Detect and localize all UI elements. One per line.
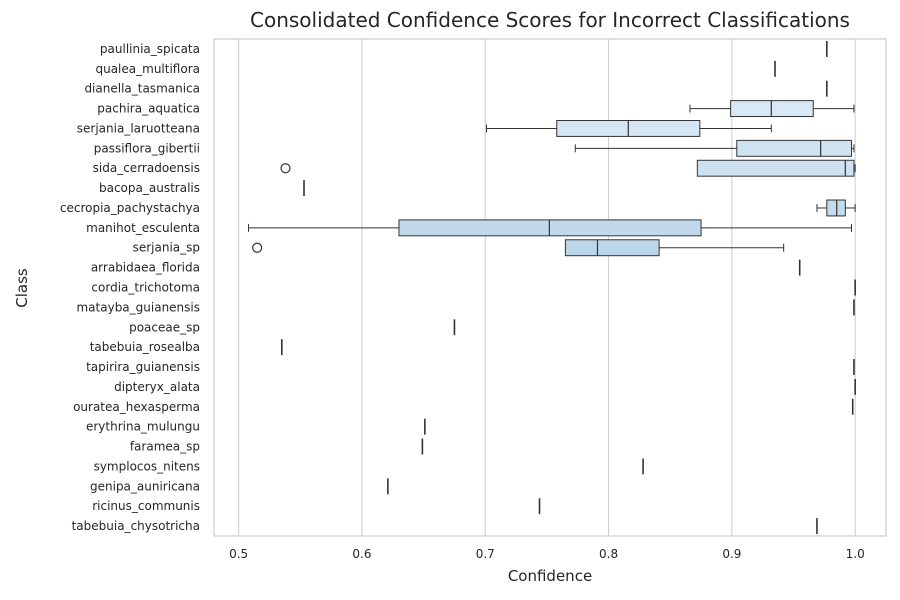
y-tick-label: faramea_sp: [130, 440, 200, 454]
y-tick-label: dianella_tasmanica: [84, 82, 200, 96]
y-tick-label: serjania_laruotteana: [77, 121, 200, 135]
y-tick-label: tapirira_guianensis: [86, 360, 200, 374]
plot-frame: [213, 38, 887, 537]
iqr-box: [730, 100, 814, 118]
y-tick-label: qualea_multiflora: [95, 62, 200, 76]
y-tick-label: erythrina_mulungu: [86, 420, 200, 434]
outlier-point: [252, 242, 263, 253]
box-passiflora_gibertii: [574, 139, 855, 157]
y-tick-label: serjania_sp: [133, 241, 200, 255]
y-tick-label: matayba_guianensis: [76, 300, 200, 314]
chart-title: Consolidated Confidence Scores for Incor…: [250, 8, 850, 32]
y-tick-label: pachira_aquatica: [97, 102, 200, 116]
y-tick-label: ouratea_hexasperma: [73, 400, 200, 414]
label-layer: 0.5 0.6 0.7 0.8 0.9 1.0 paullinia_spicataquale…: [60, 42, 865, 561]
x-tick-label: 0.5: [229, 547, 248, 561]
iqr-box: [696, 159, 855, 177]
box-serjania_laruotteana: [485, 120, 772, 137]
x-axis-label: Confidence: [507, 567, 593, 585]
y-tick-label: cecropia_pachystachya: [60, 201, 200, 215]
iqr-box: [736, 139, 852, 157]
y-tick-label: tabebuia_rosealba: [90, 340, 200, 354]
box-layer: [248, 40, 856, 535]
y-tick-label: tabebuia_chysotricha: [72, 519, 200, 533]
y-tick-label: bacopa_australis: [99, 181, 200, 195]
y-tick-label: arrabidaea_florida: [91, 261, 200, 275]
box-serjania_sp: [252, 239, 785, 257]
y-tick-label: dipteryx_alata: [114, 380, 200, 394]
outlier-point: [280, 163, 291, 174]
x-tick-label: 0.7: [476, 547, 495, 561]
y-tick-label: cordia_trichotoma: [91, 281, 200, 295]
y-tick-label: ricinus_communis: [92, 499, 200, 513]
x-tick-label: 0.8: [599, 547, 618, 561]
box-manihot_esculenta: [248, 219, 852, 237]
x-tick-label: 0.6: [352, 547, 371, 561]
box-pachira_aquatica: [689, 100, 855, 118]
iqr-box: [826, 199, 846, 217]
y-tick-label: paullinia_spicata: [100, 42, 200, 56]
x-tick-label: 0.9: [722, 547, 741, 561]
y-tick-label: genipa_auniricana: [90, 479, 200, 493]
box-sida_cerradoensis: [280, 159, 856, 177]
x-tick-label: 1.0: [846, 547, 865, 561]
iqr-box: [564, 239, 660, 257]
y-tick-label: symplocos_nitens: [94, 459, 200, 473]
y-tick-label: poaceae_sp: [129, 320, 200, 334]
y-tick-label: sida_cerradoensis: [93, 161, 200, 175]
box-cecropia_pachystachya: [816, 199, 856, 217]
y-tick-label: manihot_esculenta: [86, 221, 200, 235]
iqr-box: [398, 219, 702, 237]
y-tick-label: passiflora_gibertii: [94, 141, 200, 155]
